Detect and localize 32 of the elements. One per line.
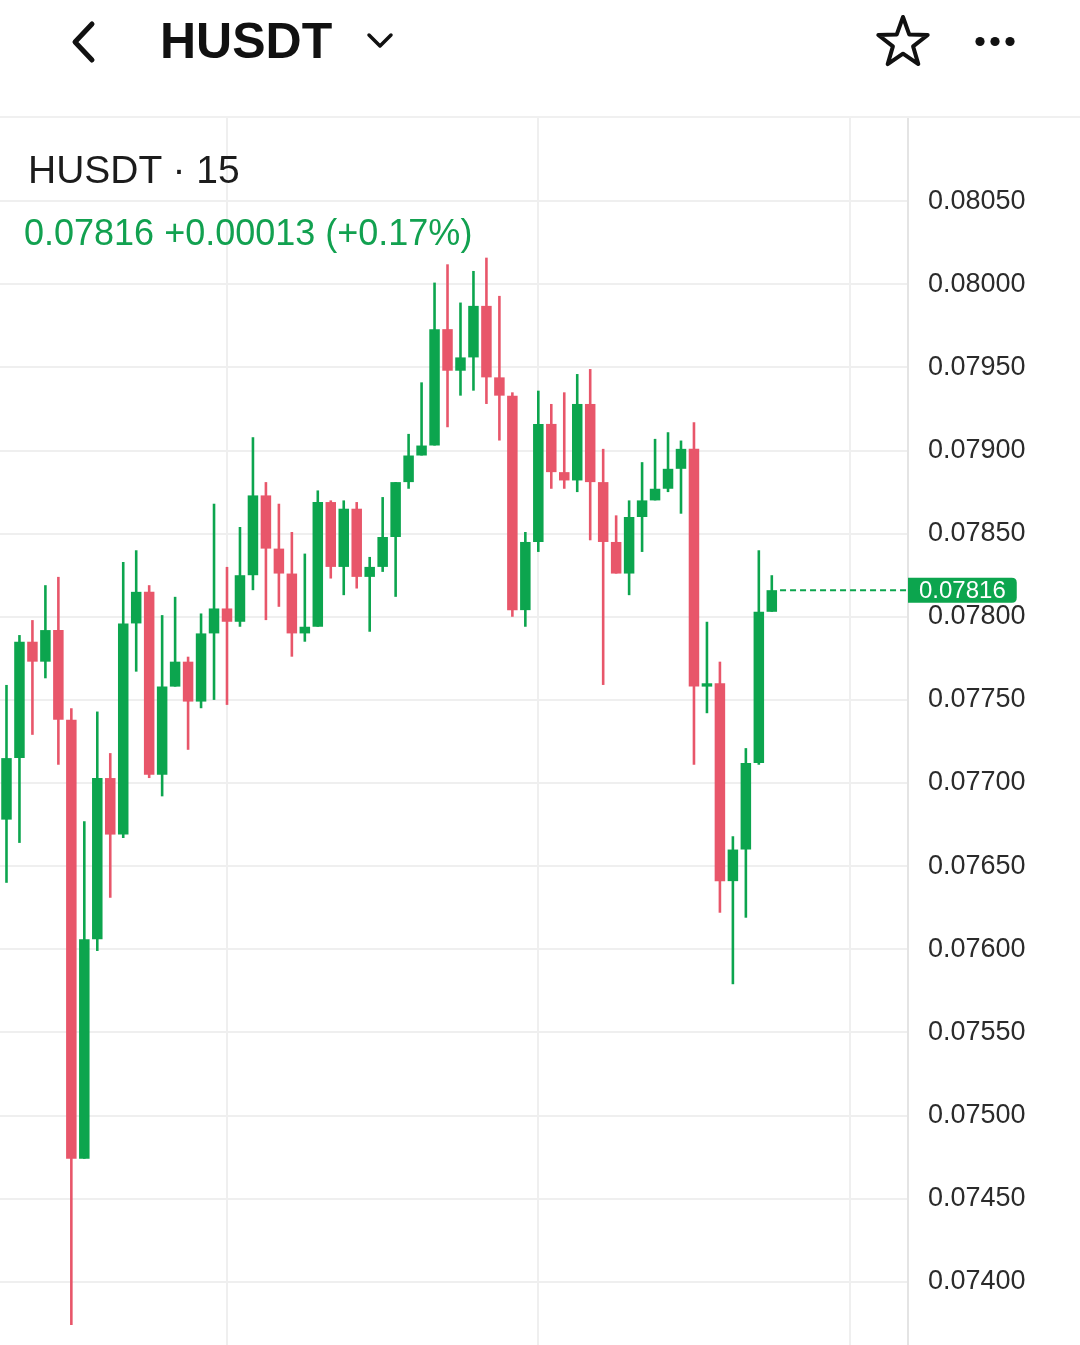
candlestick (455, 301, 466, 397)
annotation: 0.07816 +0.00013 (+0.17%) (24, 212, 473, 253)
candlestick (221, 565, 233, 707)
text: HUSDT · 15 (28, 148, 240, 192)
candlestick (559, 391, 570, 491)
candlestick (649, 437, 661, 502)
y-tick-label: 0.07450 (928, 1182, 1026, 1213)
y-tick-label: 0.07400 (928, 1265, 1026, 1296)
y-tick-label: 0.08000 (928, 267, 1026, 298)
y-tick-label: 0.07900 (928, 433, 1026, 464)
y-tick-label: 0.07550 (928, 1015, 1026, 1046)
candlestick (364, 555, 375, 634)
y-tick-label: 0.08050 (928, 184, 1026, 215)
chart-title: HUSDT (160, 12, 333, 70)
y-tick-label: 0.07650 (928, 849, 1026, 880)
candlestick (208, 502, 220, 702)
y-tick-label: 0.07800 (928, 600, 1026, 631)
candlestick (636, 460, 648, 554)
candlestick (494, 294, 505, 442)
candlestick (662, 430, 674, 494)
candlestick (416, 381, 427, 457)
ref-line-label: 0.07816 (919, 575, 1006, 603)
candlestick (766, 573, 778, 614)
candlestick (701, 620, 713, 715)
y-tick-label: 0.07500 (928, 1099, 1026, 1130)
y-tick-label: 0.07700 (928, 766, 1026, 797)
y-tick-label: 0.07850 (928, 517, 1026, 548)
y-tick-label: 0.07950 (928, 350, 1026, 381)
candlestick (675, 439, 687, 515)
y-tick-label: 0.07750 (928, 683, 1026, 714)
y-tick-label: 0.07600 (928, 932, 1026, 963)
candlestick (27, 618, 38, 737)
